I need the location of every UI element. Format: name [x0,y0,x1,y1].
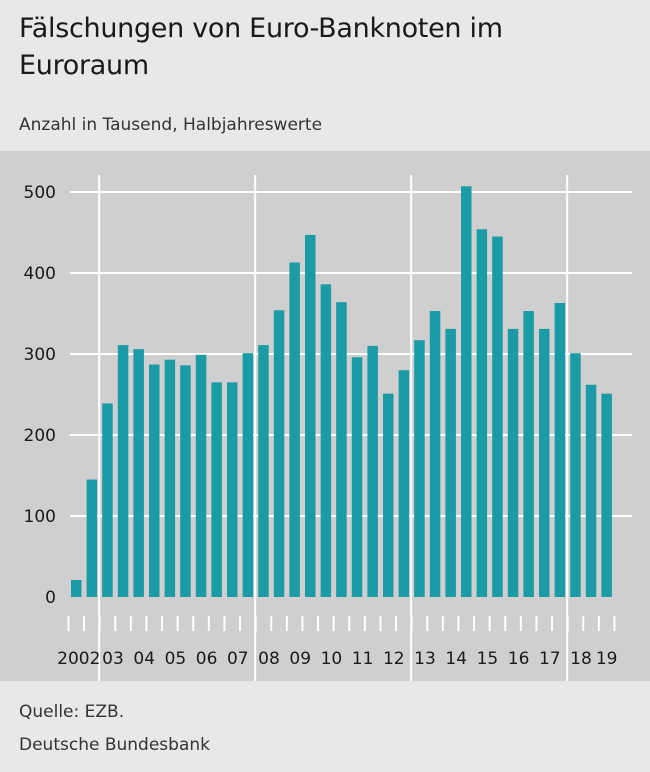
bar [273,310,285,597]
bar [305,234,316,597]
bar [585,384,597,597]
bar [601,393,612,597]
bar [398,370,410,597]
bar [523,311,534,597]
bar [383,393,394,597]
x-tick-label: 13 [414,649,436,669]
chart-subtitle: Anzahl in Tausend, Halbjahreswerte [19,115,323,135]
bar [227,382,238,597]
x-tick-label: 07 [227,649,249,669]
bar [539,328,550,597]
bar [211,382,222,597]
bar [367,345,378,597]
y-tick-label: 400 [24,264,56,284]
y-tick-label: 300 [24,345,56,365]
bar [414,340,425,597]
bar [117,345,129,597]
bar [133,349,144,597]
bar [429,311,441,597]
y-tick-label: 200 [24,426,56,446]
x-tick-label: 10 [321,649,343,669]
y-tick-label: 0 [45,588,56,608]
y-tick-label: 100 [24,507,56,527]
chart-title: Fälschungen von Euro-Banknoten im Eurora… [19,13,503,81]
bar [461,186,472,597]
bar [180,365,191,597]
bar-chart: 0 100 200 300 400 500 2002 03 04 05 06 07 08 09 10 11 12… [24,175,632,681]
bar [320,284,332,597]
bar [570,353,581,597]
x-tick-label: 11 [352,649,374,669]
bar [351,357,363,597]
x-tick-label: 12 [383,649,405,669]
x-tick-label: 05 [165,649,187,669]
x-tick-label: 2002 [57,649,100,669]
plot-panel: 0 100 200 300 400 500 2002 03 04 05 06 07 08 09 10 11 12… [0,151,650,681]
bar [445,328,456,597]
bar [102,403,113,597]
x-tick-label: 14 [445,649,467,669]
bar [507,328,519,597]
x-tick-label: 17 [539,649,561,669]
x-tick-label: 19 [596,649,618,669]
x-tick-label: 03 [102,649,124,669]
x-tick-label: 06 [196,649,218,669]
x-tick-label: 04 [133,649,155,669]
source-note: Quelle: EZB. [19,702,125,722]
x-tick-label: 16 [508,649,530,669]
y-tick-label: 500 [24,183,56,203]
bar [242,353,254,597]
x-tick-label: 09 [289,649,311,669]
bar [149,364,160,597]
x-tick-label: 08 [258,649,280,669]
bar [86,479,98,597]
bar [476,229,488,597]
bar [195,354,207,597]
bar [289,262,300,597]
publisher-note: Deutsche Bundesbank [19,735,210,755]
x-tick-label: 18 [570,649,592,669]
x-tick-label: 15 [477,649,499,669]
bar [554,302,566,597]
bar [258,345,269,597]
bar [336,302,347,597]
bar [71,579,82,597]
bar [492,236,503,598]
bar [164,359,176,597]
